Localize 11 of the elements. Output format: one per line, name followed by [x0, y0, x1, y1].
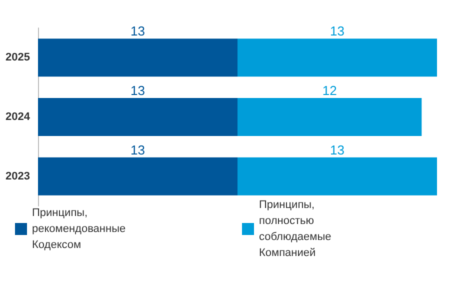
data-label: 13: [330, 24, 344, 39]
legend-label: Принципы, рекомендованные Кодексом: [32, 207, 129, 251]
data-label: 13: [330, 142, 344, 158]
y-tick-label: 2024: [6, 111, 31, 123]
y-tick-label: 2025: [6, 52, 30, 64]
data-label: 13: [130, 83, 145, 98]
data-label: 13: [130, 142, 145, 158]
legend-label: Принципы, полностью соблюдаемые Компанией: [259, 199, 334, 259]
data-label: 13: [130, 24, 145, 39]
y-tick-label: 2023: [6, 170, 30, 182]
data-label: 12: [322, 83, 337, 98]
